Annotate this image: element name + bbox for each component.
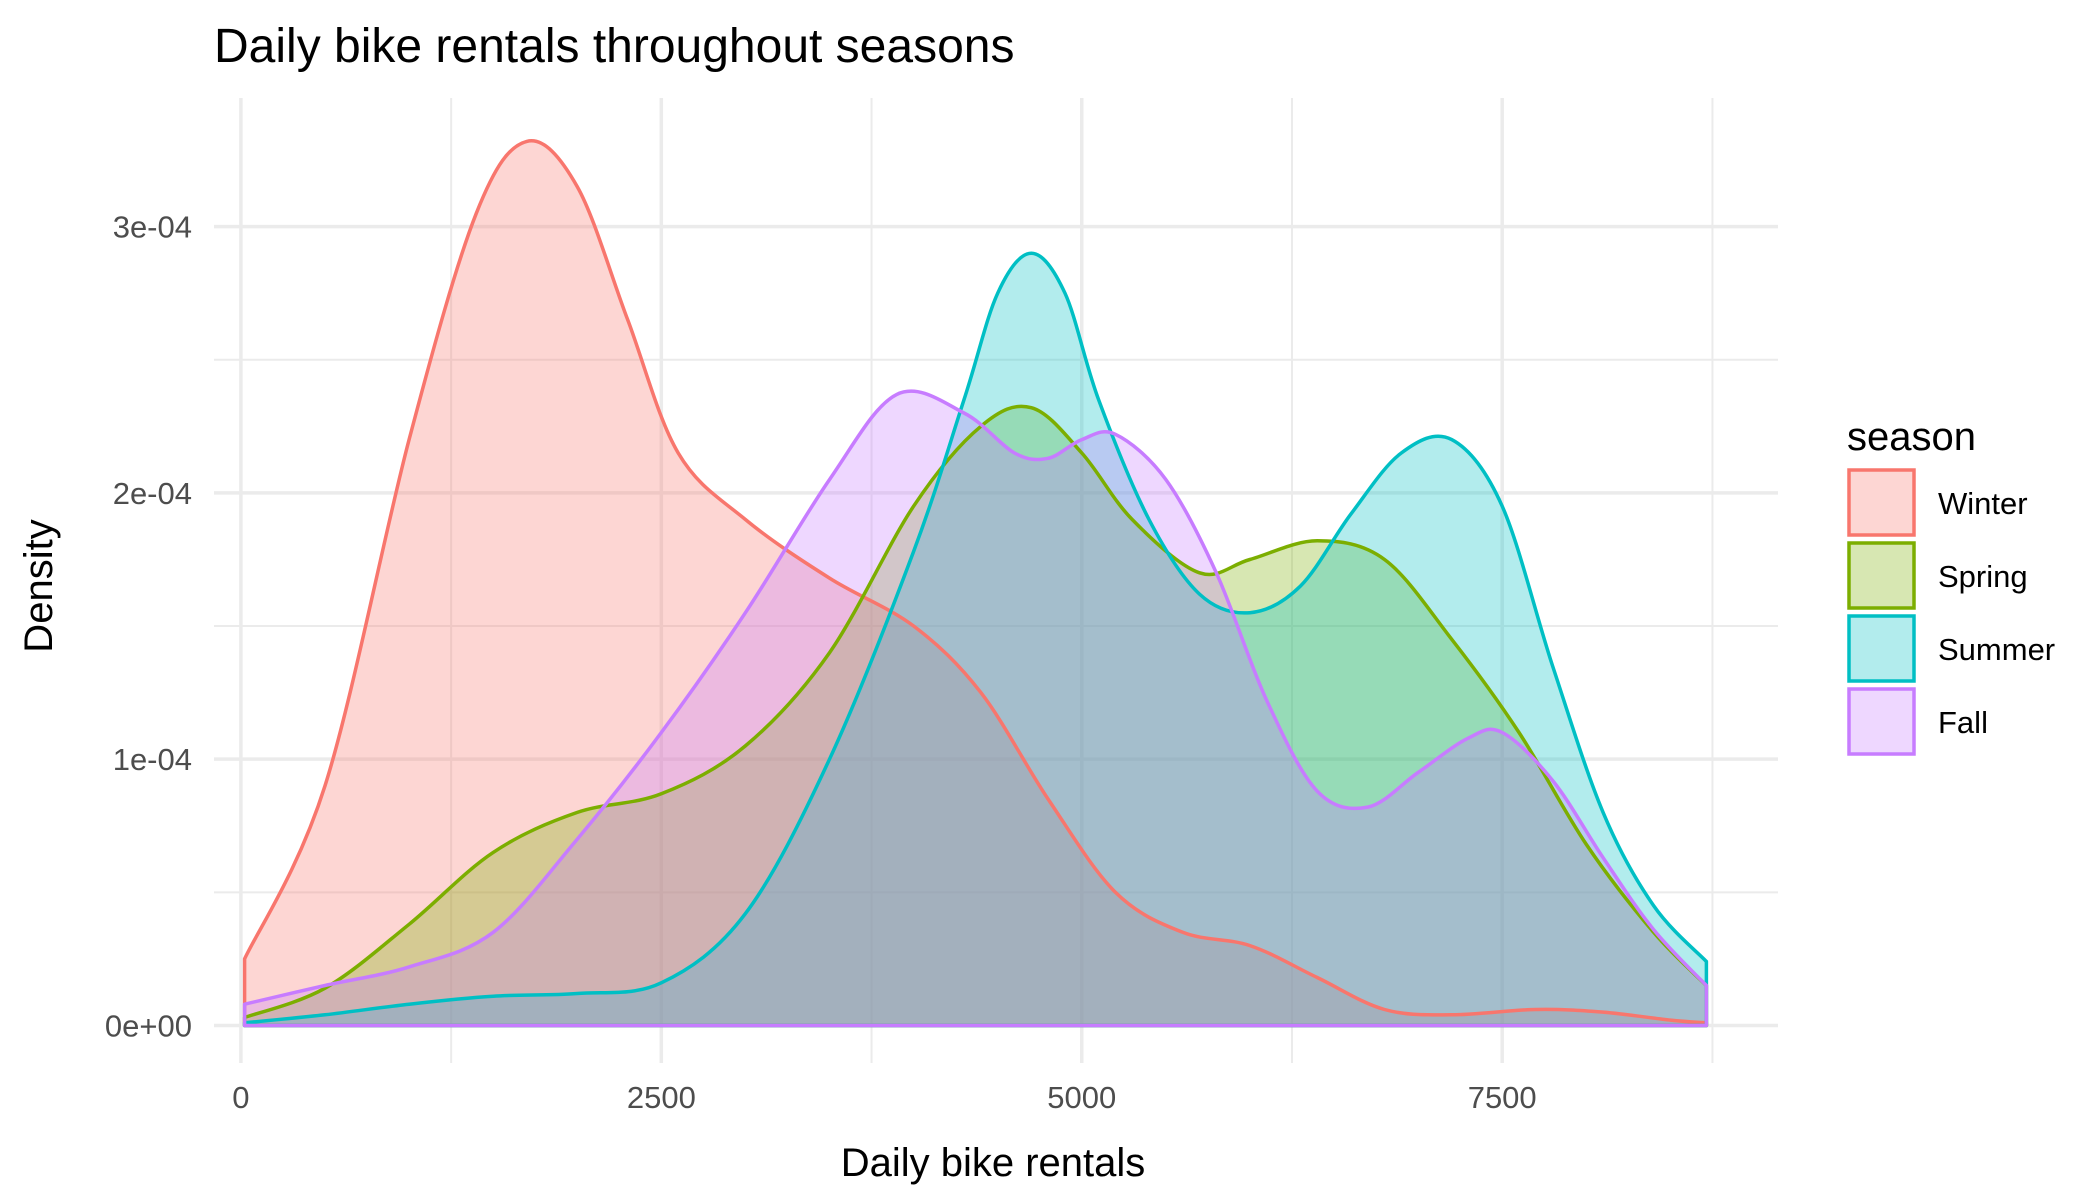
legend: season Winter Spring Summer Fall: [1847, 415, 2055, 756]
spring-density-line: [242, 404, 1709, 1028]
spring-density-area: [244, 406, 1707, 1026]
fall-density-area: [244, 391, 1707, 1026]
legend-label: Spring: [1938, 559, 2028, 594]
y-axis-title: Density: [17, 519, 61, 652]
legend-swatch: [1847, 687, 1916, 756]
y-tick-label: 2e-04: [113, 476, 192, 511]
legend-title: season: [1847, 415, 1976, 459]
legend-item-winter: Winter: [1847, 468, 2028, 537]
legend-swatch: [1847, 541, 1916, 610]
y-axis-ticks: 0e+00 1e-04 2e-04 3e-04: [105, 210, 192, 1044]
y-tick-label: 3e-04: [113, 210, 192, 245]
x-tick-label: 0: [232, 1080, 249, 1115]
legend-swatch: [1847, 468, 1916, 537]
summer-density-line: [242, 251, 1709, 1028]
x-axis-title: Daily bike rentals: [841, 1141, 1146, 1185]
legend-item-fall: Fall: [1847, 687, 1988, 756]
legend-label: Winter: [1938, 486, 2028, 521]
legend-label: Fall: [1938, 705, 1988, 740]
x-tick-label: 2500: [627, 1080, 696, 1115]
x-axis-ticks: 0 2500 5000 7500: [232, 1080, 1536, 1115]
density-areas: [244, 140, 1707, 1026]
winter-density-line: [242, 139, 1709, 1028]
legend-swatch: [1847, 614, 1916, 683]
y-tick-label: 1e-04: [113, 742, 192, 777]
x-tick-label: 7500: [1468, 1080, 1537, 1115]
fall-density-line: [242, 389, 1709, 1028]
y-tick-label: 0e+00: [105, 1008, 192, 1043]
summer-density-area: [244, 253, 1707, 1026]
density-lines: [242, 139, 1709, 1028]
legend-items: Winter Spring Summer Fall: [1847, 468, 2055, 756]
chart-title: Daily bike rentals throughout seasons: [214, 20, 1014, 73]
legend-label: Summer: [1938, 632, 2055, 667]
legend-item-spring: Spring: [1847, 541, 2028, 610]
legend-item-summer: Summer: [1847, 614, 2055, 683]
x-tick-label: 5000: [1047, 1080, 1116, 1115]
